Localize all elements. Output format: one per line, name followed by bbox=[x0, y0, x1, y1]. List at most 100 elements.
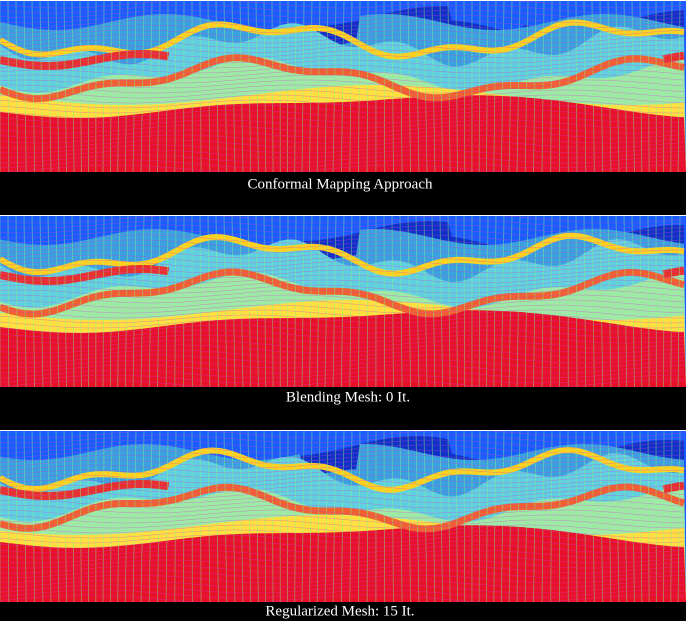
mesh-line bbox=[0, 484, 685, 494]
mesh-line bbox=[165, 215, 169, 387]
mesh-line bbox=[0, 54, 685, 64]
mesh-line bbox=[223, 215, 228, 387]
mesh-line bbox=[223, 430, 228, 602]
mesh-line bbox=[559, 0, 561, 172]
mesh-line bbox=[0, 344, 685, 354]
mesh-grid bbox=[0, 215, 685, 387]
mesh-line bbox=[174, 0, 177, 172]
mesh-line bbox=[533, 430, 537, 602]
mesh-line bbox=[87, 215, 90, 387]
mesh-line bbox=[124, 215, 129, 387]
mesh-line bbox=[623, 0, 628, 172]
mesh-line bbox=[0, 579, 684, 589]
mesh-line bbox=[0, 0, 685, 9]
mesh-line bbox=[239, 430, 244, 602]
layers bbox=[0, 430, 686, 602]
mesh-line bbox=[0, 489, 685, 499]
mesh-line bbox=[55, 0, 60, 172]
mesh-line bbox=[407, 430, 411, 602]
mesh-line bbox=[47, 0, 52, 172]
mesh-line bbox=[607, 215, 612, 387]
mesh-line bbox=[239, 0, 244, 172]
mesh-line bbox=[541, 430, 545, 602]
mesh-line bbox=[271, 215, 274, 387]
mesh-line bbox=[431, 215, 436, 387]
caption: Conformal Mapping Approach bbox=[248, 176, 433, 192]
mesh-line bbox=[0, 534, 685, 544]
mesh-line bbox=[0, 349, 685, 359]
mesh-line bbox=[0, 459, 685, 469]
mesh-line bbox=[0, 594, 685, 602]
mesh-line bbox=[324, 430, 329, 602]
mesh-line bbox=[0, 334, 685, 344]
yellow-stripe bbox=[0, 232, 685, 277]
mesh-line bbox=[0, 99, 684, 109]
mesh-line bbox=[559, 430, 561, 602]
mesh-line bbox=[0, 154, 685, 164]
mesh-line bbox=[0, 469, 685, 479]
mesh-line bbox=[263, 215, 267, 387]
mesh-line bbox=[0, 9, 685, 19]
mesh-line bbox=[0, 329, 685, 339]
mesh-line bbox=[0, 474, 685, 484]
mesh-line bbox=[271, 0, 274, 172]
mesh-line bbox=[391, 0, 394, 172]
mesh-line bbox=[148, 430, 153, 602]
mesh-line bbox=[0, 430, 685, 439]
yellow-stripe bbox=[0, 446, 685, 493]
mesh-line bbox=[0, 564, 685, 574]
mesh-line bbox=[301, 0, 305, 172]
mesh-line bbox=[55, 430, 60, 602]
mesh-line bbox=[301, 215, 305, 387]
mesh-line bbox=[0, 249, 685, 259]
mesh-line bbox=[309, 0, 313, 172]
mesh-line bbox=[7, 430, 10, 602]
mesh-line bbox=[7, 215, 10, 387]
mesh-line bbox=[493, 430, 497, 602]
mesh-line bbox=[0, 519, 684, 529]
mesh-line bbox=[124, 0, 129, 172]
mesh-panel bbox=[0, 430, 686, 602]
mesh-line bbox=[0, 544, 685, 554]
mesh-line bbox=[0, 264, 685, 274]
mesh-line bbox=[391, 430, 394, 602]
mesh-line bbox=[15, 0, 18, 172]
mesh-line bbox=[231, 215, 236, 387]
mesh-line bbox=[117, 430, 121, 602]
mesh-panel bbox=[0, 215, 686, 387]
mesh-line bbox=[0, 449, 685, 459]
mesh-line bbox=[0, 509, 685, 519]
mesh-line bbox=[0, 479, 685, 489]
mesh-line bbox=[0, 314, 685, 324]
mesh-line bbox=[263, 430, 267, 602]
mesh-line bbox=[140, 430, 145, 602]
red-layer bbox=[0, 310, 686, 387]
mesh-line bbox=[0, 279, 685, 289]
mesh-line bbox=[0, 74, 685, 84]
mesh-line bbox=[550, 0, 553, 172]
mesh-line bbox=[0, 44, 685, 54]
mesh-line bbox=[332, 215, 337, 387]
mesh-line bbox=[47, 430, 52, 602]
mesh-line bbox=[486, 430, 489, 602]
mesh-line bbox=[639, 215, 643, 387]
mesh-line bbox=[247, 0, 252, 172]
mesh-line bbox=[399, 430, 403, 602]
mesh-line bbox=[0, 234, 685, 244]
mesh-line bbox=[0, 444, 685, 454]
red-layer bbox=[0, 525, 686, 602]
mesh-line bbox=[109, 430, 113, 602]
mesh-line bbox=[0, 39, 684, 49]
mesh-line bbox=[493, 215, 497, 387]
mesh-line bbox=[63, 0, 67, 172]
mesh-line bbox=[366, 430, 369, 602]
mesh-line bbox=[500, 0, 505, 172]
mesh-line bbox=[102, 430, 105, 602]
mesh-line bbox=[23, 0, 27, 172]
mesh-line bbox=[0, 94, 685, 104]
mesh-line bbox=[294, 215, 297, 387]
mesh-line bbox=[677, 215, 681, 387]
mesh-line bbox=[500, 430, 505, 602]
mesh-line bbox=[157, 0, 161, 172]
